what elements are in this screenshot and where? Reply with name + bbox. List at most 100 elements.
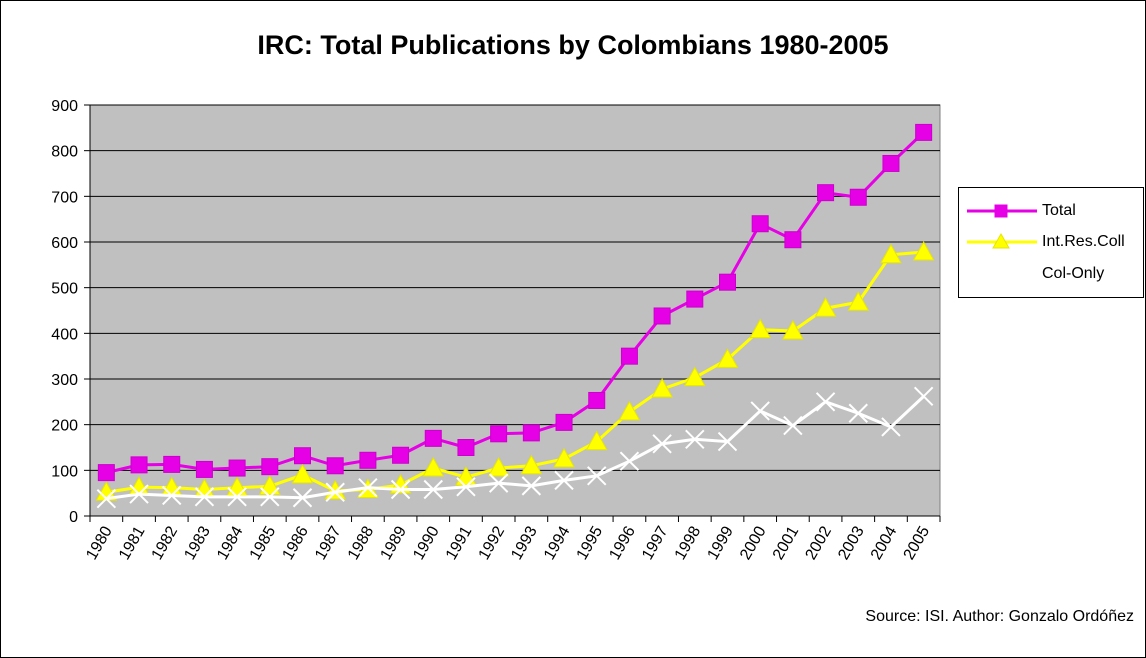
x-tick-label: 1982 [149,523,182,562]
y-tick-label: 300 [51,372,78,389]
data-point-int-res-coll [847,291,870,311]
data-point-col-only [685,429,705,449]
x-tick-label: 1999 [704,523,737,562]
y-tick-label: 700 [51,189,78,206]
legend-swatch-int-res-coll [967,232,1037,249]
data-point-int-res-coll [912,241,935,261]
y-tick-label: 0 [69,509,78,526]
legend-item-col-only: Col-Only [959,262,1143,286]
data-point-total [849,188,867,206]
data-point-col-only [521,476,542,496]
legend-label-total: Total [1042,202,1076,219]
x-tick-label: 2001 [770,523,803,562]
data-point-col-only [96,488,117,509]
data-point-col-only [619,451,640,471]
data-point-int-res-coll [716,348,739,368]
x-tick-label: 1998 [672,523,705,562]
legend-item-int-res-coll: Int.Res.Coll [959,230,1143,254]
legend-swatch-total [967,204,1037,218]
x-tick-label: 1989 [378,523,411,562]
data-point-col-only [717,431,738,452]
data-point-int-res-coll [880,243,902,264]
y-tick-label: 900 [51,98,78,115]
data-point-total [784,231,802,249]
data-point-int-res-coll [422,457,445,477]
data-point-total [130,456,148,474]
data-point-total [620,347,638,365]
data-point-int-res-coll [585,430,608,451]
x-tick-label: 1980 [83,523,116,562]
x-tick-label: 1987 [312,523,345,562]
x-tick-label: 1988 [345,523,378,562]
data-point-total [195,460,213,478]
data-point-total [392,446,410,464]
source-note: Source: ISI. Author: Gonzalo Ordóñez [865,608,1134,625]
data-point-col-only [390,479,411,500]
data-point-total [751,215,769,233]
data-point-col-only [815,392,836,412]
data-point-total [588,391,606,409]
data-point-col-only [260,487,280,507]
data-point-col-only [325,482,345,502]
legend-label-col-only: Col-Only [1042,265,1105,282]
data-point-total [326,457,344,475]
data-point-total [653,307,671,325]
data-point-col-only [292,488,313,508]
data-point-total [490,425,508,443]
legend-swatch-col-only [967,267,1037,281]
data-point-total [686,290,704,308]
x-tick-label: 1996 [606,523,639,562]
data-point-int-res-coll [651,378,673,398]
data-point-col-only [881,417,901,437]
data-point-col-only [554,470,574,491]
x-tick-label: 2002 [803,523,836,562]
legend-label-int-res-coll: Int.Res.Coll [1042,233,1125,250]
y-tick-label: 100 [51,463,78,480]
data-point-total [228,459,246,477]
x-tick-label: 2004 [868,523,901,562]
x-tick-label: 1994 [541,523,574,562]
data-point-int-res-coll [553,447,575,468]
y-tick-label: 200 [51,418,78,435]
data-point-int-res-coll [782,320,804,340]
x-tick-label: 1995 [574,523,607,562]
data-point-total [457,439,475,456]
x-tick-label: 1990 [410,523,443,562]
data-point-col-only [913,386,934,407]
data-point-int-res-coll [520,454,543,475]
data-point-total [817,184,835,202]
x-tick-label: 1991 [443,523,476,562]
data-point-total [555,413,573,431]
data-point-col-only [750,401,770,421]
y-tick-label: 400 [51,326,78,343]
plot-area [89,104,941,517]
data-point-int-res-coll [618,400,641,421]
chart-legend: Total Int.Res.Coll Col-Only [958,187,1144,298]
data-point-col-only [783,415,803,436]
data-point-total [261,458,279,476]
legend-item-total: Total [959,199,1143,223]
x-tick-label: 1993 [508,523,541,562]
data-point-int-res-coll [95,481,118,501]
data-point-total [359,451,377,469]
data-point-total [424,429,442,447]
y-tick-label: 800 [51,144,78,161]
x-tick-label: 1992 [476,523,509,562]
data-point-total [719,273,736,291]
y-tick-label: 500 [51,281,78,298]
x-tick-label: 1986 [279,523,312,562]
data-point-total [915,123,933,141]
data-point-int-res-coll [814,297,837,317]
data-point-col-only [129,484,149,504]
data-point-int-res-coll [683,366,706,387]
data-point-int-res-coll [258,475,281,495]
data-point-col-only [488,473,509,493]
data-point-col-only [456,477,476,497]
data-point-col-only [587,466,607,486]
x-tick-label: 2005 [901,523,934,562]
data-point-total [882,154,900,172]
series-line-col-only [106,395,925,501]
data-point-col-only [848,403,868,423]
data-point-total [294,447,311,465]
